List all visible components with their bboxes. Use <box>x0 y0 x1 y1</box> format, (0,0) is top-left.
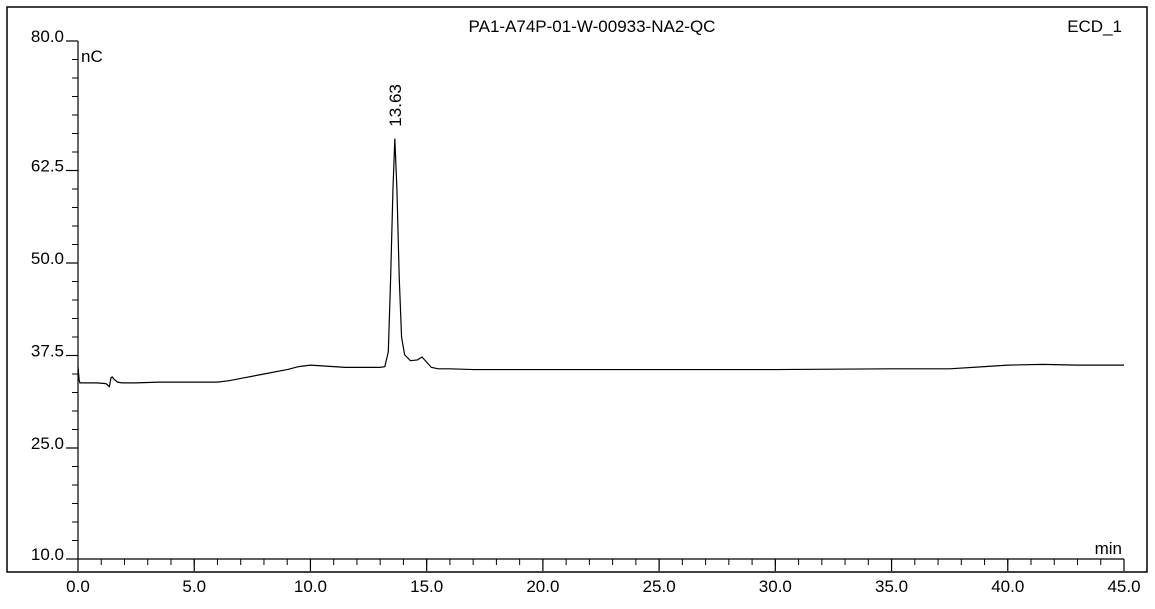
chart-title: PA1-A74P-01-W-00933-NA2-QC <box>469 17 716 36</box>
x-tick-label: 30.0 <box>759 577 792 596</box>
y-tick-label: 37.5 <box>31 342 64 361</box>
x-tick-label: 20.0 <box>526 577 559 596</box>
peak-label-group: 13.63 <box>386 84 405 127</box>
y-tick-label: 62.5 <box>31 157 64 176</box>
y-tick-label: 80.0 <box>31 27 64 46</box>
x-tick-group: 0.0 5.0 10.0 15.0 20.0 25.0 30.0 35.0 40.0 45.0 <box>66 559 1141 596</box>
y-unit-label: nC <box>81 47 103 66</box>
x-tick-label: 25.0 <box>643 577 676 596</box>
chart-frame <box>6 6 1148 573</box>
x-tick-label: 40.0 <box>991 577 1024 596</box>
x-tick-label: 5.0 <box>182 577 206 596</box>
y-tick-label: 10.0 <box>31 545 64 564</box>
x-unit-label: min <box>1095 539 1122 558</box>
y-tick-label: 50.0 <box>31 249 64 268</box>
x-tick-label: 15.0 <box>410 577 443 596</box>
y-tick-group: 10.0 25.0 37.5 50.0 62.5 80.0 <box>31 27 78 564</box>
x-tick-label: 45.0 <box>1107 577 1140 596</box>
x-tick-label: 0.0 <box>66 577 90 596</box>
series-trace-line <box>77 138 1124 388</box>
channel-label: ECD_1 <box>1067 17 1122 36</box>
peak-retention-label: 13.63 <box>386 84 405 127</box>
y-tick-label: 25.0 <box>31 434 64 453</box>
x-tick-label: 10.0 <box>294 577 327 596</box>
x-tick-label: 35.0 <box>875 577 908 596</box>
